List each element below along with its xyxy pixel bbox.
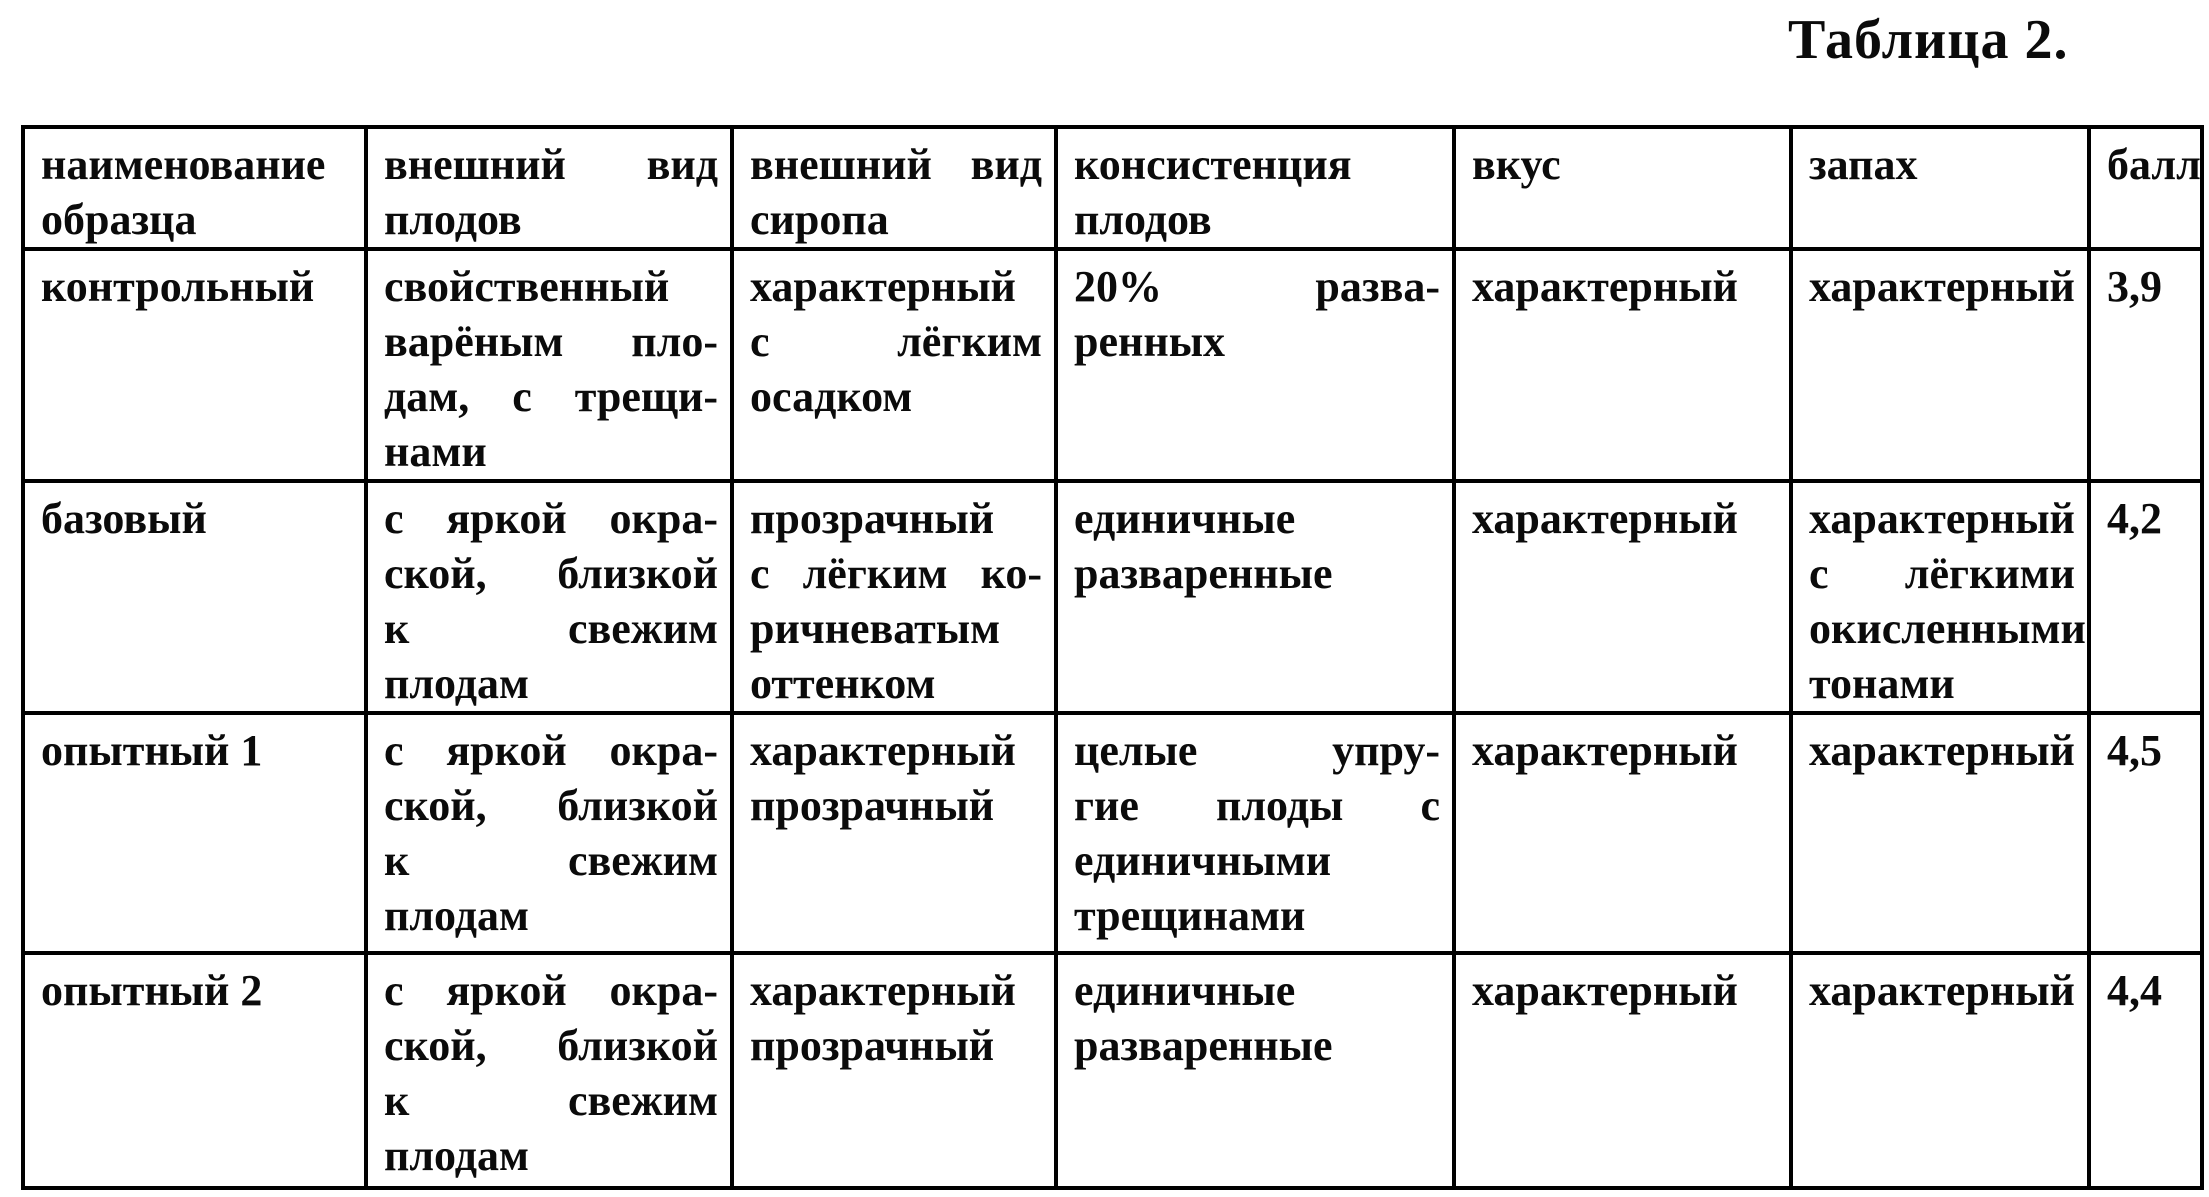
cell-sample-name: опытный 2	[21, 951, 368, 1190]
table-row-control: контрольный свойственный варёным пло-дам,…	[21, 247, 2204, 483]
cell-smell: характерный	[1789, 951, 2091, 1190]
cell-fruit-consistency: 20% разва-ренных	[1054, 247, 1456, 483]
table-row-experimental-1: опытный 1 с яркой окра-ской, близкой к св…	[21, 711, 2204, 955]
header-cell-taste: вкус	[1452, 125, 1793, 251]
cell-sample-name: опытный 1	[21, 711, 368, 955]
table-row-base: базовый с яркой окра-ской, близкой к свеж…	[21, 479, 2204, 715]
header-cell-score: балл	[2087, 125, 2204, 251]
header-cell-fruit-appearance: внешний вид плодов	[364, 125, 734, 251]
cell-syrup-appearance: характерный с лёгким осадком	[730, 247, 1058, 483]
header-cell-smell: запах	[1789, 125, 2091, 251]
cell-taste: характерный	[1452, 247, 1793, 483]
cell-fruit-consistency: единичные разваренные	[1054, 951, 1456, 1190]
header-cell-fruit-consistency: консистенция плодов	[1054, 125, 1456, 251]
cell-smell: характерный с лёгкими окисленными тонами	[1789, 479, 2091, 715]
cell-score: 4,5	[2087, 711, 2204, 955]
cell-score: 3,9	[2087, 247, 2204, 483]
cell-fruit-appearance: с яркой окра-ской, близкой к свежим плодам	[364, 711, 734, 955]
cell-fruit-appearance: с яркой окра-ской, близкой к свежим плодам	[364, 479, 734, 715]
header-row: наименование образца внешний вид плодов вн…	[21, 125, 2204, 251]
cell-score: 4,2	[2087, 479, 2204, 715]
cell-fruit-appearance: с яркой окра-ской, близкой к свежим плодам	[364, 951, 734, 1190]
cell-taste: характерный	[1452, 479, 1793, 715]
cell-fruit-consistency: целые упру-гие плоды с единичными трещинам…	[1054, 711, 1456, 955]
header-cell-sample-name: наименование образца	[21, 125, 368, 251]
cell-sample-name: базовый	[21, 479, 368, 715]
table-caption: Таблица 2.	[1788, 9, 2069, 71]
cell-smell: характерный	[1789, 247, 2091, 483]
cell-syrup-appearance: прозрачный с лёгким ко-ричневатым оттенком	[730, 479, 1058, 715]
cell-taste: характерный	[1452, 951, 1793, 1190]
cell-taste: характерный	[1452, 711, 1793, 955]
cell-score: 4,4	[2087, 951, 2204, 1190]
header-cell-syrup-appearance: внешний вид сиропа	[730, 125, 1058, 251]
cell-fruit-consistency: единичные разваренные	[1054, 479, 1456, 715]
sensory-evaluation-table: наименование образца внешний вид плодов вн…	[21, 125, 2204, 1190]
cell-fruit-appearance: свойственный варёным пло-дам, с трещи-нам…	[364, 247, 734, 483]
cell-sample-name: контрольный	[21, 247, 368, 483]
cell-smell: характерный	[1789, 711, 2091, 955]
table-row-experimental-2: опытный 2 с яркой окра-ской, близкой к св…	[21, 951, 2204, 1190]
cell-syrup-appearance: характерный прозрачный	[730, 951, 1058, 1190]
cell-syrup-appearance: характерный прозрачный	[730, 711, 1058, 955]
